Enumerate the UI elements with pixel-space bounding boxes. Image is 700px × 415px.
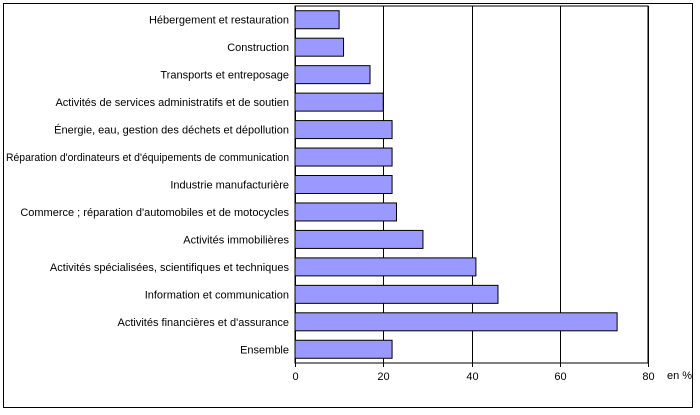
category-label: Activités de services administratifs et … — [55, 97, 289, 109]
bar — [294, 312, 618, 332]
bar — [294, 202, 397, 222]
x-tick-label: 20 — [377, 371, 389, 383]
bar — [294, 339, 393, 359]
x-tick-label: 60 — [554, 371, 566, 383]
bar — [294, 284, 499, 304]
category-label: Énergie, eau, gestion des déchets et dép… — [54, 124, 289, 137]
category-label: Transports et entreposage — [160, 70, 289, 82]
bar — [294, 229, 424, 249]
bar — [294, 257, 477, 277]
category-label: Hébergement et restauration — [149, 15, 289, 27]
x-tick-label: 0 — [292, 371, 298, 383]
category-label: Ensemble — [240, 344, 289, 356]
x-axis: 0 20 40 60 80 — [292, 363, 655, 383]
category-label: Industrie manufacturière — [170, 180, 289, 192]
category-label: Activités immobilières — [183, 234, 289, 246]
category-label: Activités spécialisées, scientifiques et… — [50, 262, 290, 274]
unit-label: en % — [667, 370, 692, 382]
category-label: Construction — [227, 42, 289, 54]
bars — [294, 10, 618, 359]
bar — [294, 175, 393, 194]
x-tick-label: 40 — [466, 371, 478, 383]
bar — [294, 10, 340, 30]
bar — [294, 120, 393, 140]
bar — [294, 92, 384, 112]
bar — [294, 65, 371, 85]
bar — [294, 147, 393, 167]
category-label: Information et communication — [145, 289, 289, 301]
category-label: Commerce ; réparation d'automobiles et d… — [20, 207, 289, 219]
category-labels: Hébergement et restauration Construction T… — [6, 15, 289, 357]
bar — [294, 37, 345, 57]
category-label: Activités financières et d'assurance — [118, 317, 289, 329]
x-tick-label: 80 — [642, 371, 654, 383]
category-label: Réparation d'ordinateurs et d'équipement… — [6, 152, 289, 164]
